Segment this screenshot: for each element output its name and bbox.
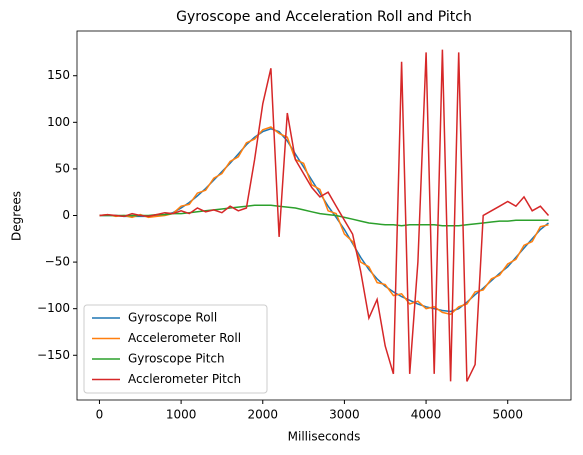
x-tick-label: 5000	[492, 408, 523, 422]
x-tick-label: 1000	[166, 408, 197, 422]
legend-label: Gyroscope Pitch	[128, 352, 225, 366]
y-tick-label: 50	[55, 161, 70, 175]
legend-box	[83, 304, 268, 394]
x-tick-label: 0	[96, 408, 104, 422]
legend-label: Gyroscope Roll	[128, 311, 217, 325]
x-tick-label: 4000	[411, 408, 442, 422]
series-line	[99, 126, 549, 316]
chart-title: Gyroscope and Acceleration Roll and Pitc…	[176, 9, 472, 25]
series-line	[99, 49, 550, 382]
y-tick-label: 100	[47, 115, 70, 129]
x-axis-label: Milliseconds	[288, 430, 361, 444]
legend-label: Acclerometer Pitch	[128, 372, 241, 386]
x-tick-label: 3000	[329, 408, 360, 422]
y-tick-label: −150	[37, 348, 70, 362]
y-tick-label: 150	[47, 68, 70, 82]
y-tick-label: −100	[37, 301, 70, 315]
plot-frame	[76, 30, 572, 401]
legend-label: Accelerometer Roll	[128, 331, 241, 345]
y-axis-label: Degrees	[10, 191, 24, 241]
y-tick-label: 0	[62, 208, 70, 222]
y-tick-label: −50	[45, 255, 70, 269]
series-line	[99, 128, 549, 313]
x-tick-label: 2000	[247, 408, 278, 422]
